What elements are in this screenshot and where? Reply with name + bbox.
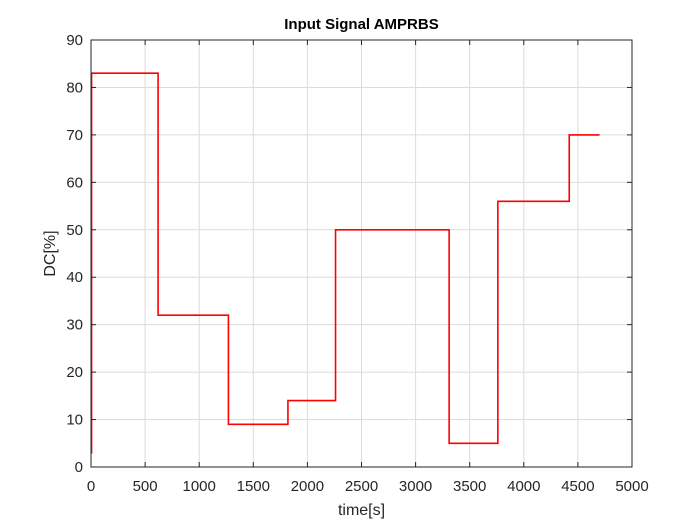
x-tick-label: 4000 <box>507 478 540 495</box>
x-tick-label: 0 <box>87 478 95 495</box>
y-tick-label: 30 <box>66 317 83 334</box>
y-tick-label: 50 <box>66 222 83 239</box>
ticks: 0 500 1000 1500 2000 2500 3000 3500 4000 4500 5000… <box>66 32 648 495</box>
series-line-0 <box>90 72 600 454</box>
y-axis-label: DC[%] <box>42 230 59 276</box>
y-tick-label: 10 <box>66 412 83 429</box>
x-tick-label: 2500 <box>345 478 378 495</box>
x-tick-label: 3500 <box>453 478 486 495</box>
y-tick-label: 40 <box>66 269 83 286</box>
y-tick-label: 90 <box>66 32 83 49</box>
chart-title: Input Signal AMPRBS <box>284 16 438 33</box>
x-tick-label: 500 <box>133 478 158 495</box>
y-tick-label: 80 <box>66 79 83 96</box>
x-tick-label: 4500 <box>561 478 594 495</box>
y-tick-label: 60 <box>66 174 83 191</box>
x-tick-label: 2000 <box>291 478 324 495</box>
y-tick-label: 0 <box>75 459 83 476</box>
series-layer <box>90 72 600 454</box>
x-tick-label: 5000 <box>615 478 648 495</box>
x-tick-label: 1500 <box>237 478 270 495</box>
x-tick-label: 3000 <box>399 478 432 495</box>
x-axis-label: time[s] <box>338 502 385 519</box>
y-tick-label: 70 <box>66 127 83 144</box>
y-tick-label: 20 <box>66 364 83 381</box>
x-tick-label: 1000 <box>183 478 216 495</box>
